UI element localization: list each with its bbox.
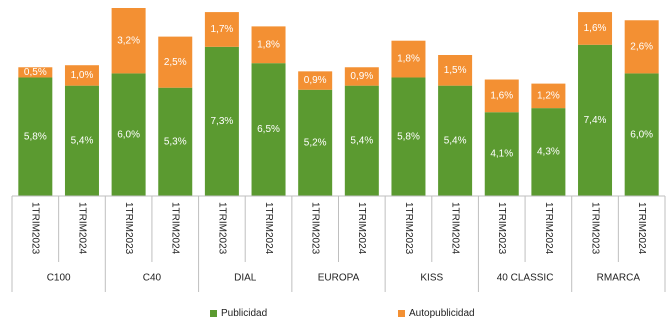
data-label-publicidad: 5,4%: [444, 135, 467, 146]
data-label-publicidad: 5,2%: [304, 138, 327, 149]
data-label-publicidad: 6,0%: [117, 129, 140, 140]
legend-swatch-autopublicidad: [398, 310, 405, 317]
period-tick-label: 1TRIM2023: [589, 202, 600, 255]
legend-item-autopublicidad: Autopublicidad: [398, 308, 475, 319]
bar-publicidad: [251, 63, 286, 196]
bar-autopublicidad: [251, 26, 286, 64]
legend-label-autopublicidad: Autopublicidad: [409, 308, 475, 319]
bar-publicidad: [64, 85, 99, 196]
bar-publicidad: [624, 73, 659, 196]
stacked-bar-chart: 5,8% 0,5% 5,4% 1,0% 6,0% 3,2% 5,3% 2,5% 7,3% 1,7%…: [11, 8, 666, 292]
group-tick-label: RMARCA: [597, 273, 641, 284]
legend-swatch-publicidad: [210, 310, 217, 317]
data-label-publicidad: 5,8%: [24, 131, 47, 142]
period-tick-label: 1TRIM2023: [30, 202, 41, 255]
period-tick-label: 1TRIM2024: [636, 202, 647, 255]
bar-autopublicidad: [484, 79, 519, 113]
period-tick-label: 1TRIM2023: [123, 202, 134, 255]
data-label-publicidad: 5,4%: [350, 135, 373, 146]
data-label-autopublicidad: 3,2%: [117, 35, 140, 46]
period-tick-label: 1TRIM2024: [263, 202, 274, 255]
data-label-publicidad: 5,8%: [397, 131, 420, 142]
data-label-autopublicidad: 2,6%: [630, 41, 653, 52]
period-tick-label: 1TRIM2024: [76, 202, 87, 255]
period-tick-label: 1TRIM2023: [216, 202, 227, 255]
data-label-autopublicidad: 2,5%: [164, 57, 187, 68]
group-tick-label: KISS: [420, 273, 443, 284]
bar-publicidad: [298, 89, 333, 196]
data-label-autopublicidad: 1,0%: [71, 70, 94, 81]
bar-publicidad: [344, 85, 379, 196]
period-tick-label: 1TRIM2024: [356, 202, 367, 255]
data-label-autopublicidad: 1,5%: [444, 65, 467, 76]
data-label-autopublicidad: 1,2%: [537, 91, 560, 102]
data-label-autopublicidad: 0,9%: [304, 75, 327, 86]
bar-publicidad: [578, 44, 613, 196]
period-tick-label: 1TRIM2023: [403, 202, 414, 255]
bar-autopublicidad: [158, 36, 193, 88]
group-tick-label: EUROPA: [318, 273, 360, 284]
data-label-autopublicidad: 1,6%: [490, 91, 513, 102]
data-label-publicidad: 4,1%: [490, 149, 513, 160]
legend-label-publicidad: Publicidad: [221, 308, 268, 319]
group-tick-label: C40: [143, 273, 162, 284]
bar-publicidad: [391, 77, 426, 196]
data-label-autopublicidad: 1,8%: [257, 39, 280, 50]
bar-publicidad: [111, 73, 146, 196]
data-label-publicidad: 4,3%: [537, 147, 560, 158]
data-label-publicidad: 5,4%: [71, 135, 94, 146]
bar-autopublicidad: [578, 12, 613, 45]
legend-item-publicidad: Publicidad: [210, 308, 267, 319]
bar-autopublicidad: [438, 55, 473, 86]
data-label-publicidad: 5,3%: [164, 136, 187, 147]
data-label-autopublicidad: 0,5%: [24, 67, 47, 78]
data-label-publicidad: 6,0%: [630, 129, 653, 140]
data-label-publicidad: 6,5%: [257, 124, 280, 135]
data-label-publicidad: 7,4%: [584, 115, 607, 126]
data-label-autopublicidad: 1,7%: [210, 24, 233, 35]
group-tick-label: DIAL: [234, 273, 257, 284]
bar-publicidad: [484, 112, 519, 196]
bar-autopublicidad: [531, 83, 566, 109]
bar-publicidad: [18, 77, 53, 196]
chart-legend: Publicidad Autopublicidad: [0, 308, 670, 324]
bar-publicidad: [204, 46, 239, 197]
bar-autopublicidad: [624, 20, 659, 74]
bar-autopublicidad: [18, 67, 53, 78]
bar-autopublicidad: [111, 8, 146, 74]
bar-publicidad: [158, 87, 193, 196]
group-tick-label: 40 CLASSIC: [497, 273, 554, 284]
period-tick-label: 1TRIM2024: [170, 202, 181, 255]
period-tick-label: 1TRIM2023: [496, 202, 507, 255]
bar-autopublicidad: [344, 67, 379, 86]
data-label-publicidad: 7,3%: [210, 116, 233, 127]
bar-autopublicidad: [204, 12, 239, 47]
data-label-autopublicidad: 1,6%: [584, 23, 607, 34]
bar-autopublicidad: [64, 65, 99, 86]
period-tick-label: 1TRIM2024: [449, 202, 460, 255]
bar-publicidad: [438, 85, 473, 196]
bar-publicidad: [531, 108, 566, 196]
data-label-autopublicidad: 0,9%: [350, 71, 373, 82]
period-tick-label: 1TRIM2023: [310, 202, 321, 255]
bar-autopublicidad: [298, 71, 333, 90]
period-tick-label: 1TRIM2024: [543, 202, 554, 255]
bar-autopublicidad: [391, 40, 426, 78]
data-label-autopublicidad: 1,8%: [397, 54, 420, 65]
group-tick-label: C100: [47, 273, 71, 284]
